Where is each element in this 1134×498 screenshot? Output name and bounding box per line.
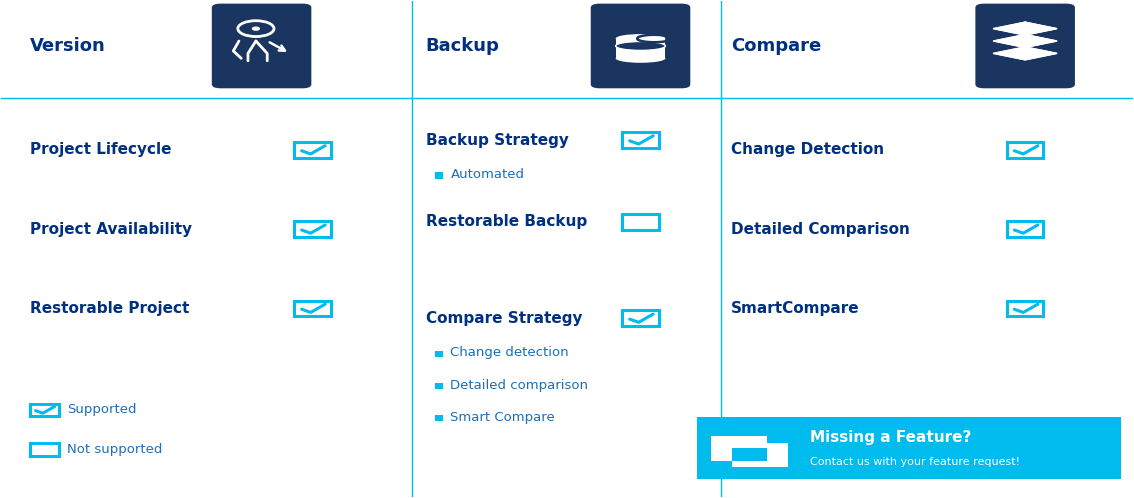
Text: Compare Strategy: Compare Strategy [425,311,582,326]
Text: SmartCompare: SmartCompare [731,301,860,316]
Bar [434,415,442,421]
Ellipse shape [616,34,666,43]
Text: Detailed Comparison: Detailed Comparison [731,222,909,237]
Bar [434,172,442,179]
Bar [295,221,331,237]
FancyBboxPatch shape [975,3,1075,88]
Ellipse shape [616,54,666,63]
Bar [434,382,442,389]
Text: Not supported: Not supported [67,443,162,456]
Bar [623,132,659,148]
Polygon shape [993,47,1057,60]
Text: Compare: Compare [731,37,821,55]
FancyBboxPatch shape [212,3,312,88]
Ellipse shape [616,41,666,50]
Text: Contact us with your feature request!: Contact us with your feature request! [810,457,1021,467]
Polygon shape [993,22,1057,35]
Text: Smart Compare: Smart Compare [450,411,556,424]
Bar [1007,300,1043,316]
Text: Version: Version [29,37,105,55]
Text: Supported: Supported [67,403,136,416]
Bar [1007,142,1043,158]
Bar [711,436,767,461]
Bar [1007,221,1043,237]
Bar [295,142,331,158]
FancyBboxPatch shape [591,3,691,88]
Circle shape [253,27,260,30]
Bar [733,448,767,461]
Text: Restorable Project: Restorable Project [29,301,189,316]
Bar [616,38,666,58]
Polygon shape [993,34,1057,47]
Bar [29,403,59,416]
Bar [434,351,442,357]
Text: Backup: Backup [425,37,499,55]
Text: Project Availability: Project Availability [29,222,192,237]
Bar [697,417,1122,479]
Text: Detailed comparison: Detailed comparison [450,378,589,392]
Bar [733,443,788,468]
Text: Automated: Automated [450,168,525,181]
Bar [295,300,331,316]
Text: Backup Strategy: Backup Strategy [425,132,568,147]
Bar [623,310,659,326]
Bar [29,443,59,456]
Text: Change detection: Change detection [450,347,569,360]
Text: Project Lifecycle: Project Lifecycle [29,142,171,157]
Bar [623,214,659,230]
Text: Missing a Feature?: Missing a Feature? [810,430,972,445]
Text: Restorable Backup: Restorable Backup [425,214,587,229]
Text: Change Detection: Change Detection [731,142,885,157]
